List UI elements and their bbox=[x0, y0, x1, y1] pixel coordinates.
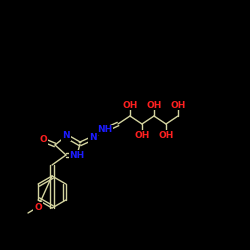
Text: N: N bbox=[89, 134, 97, 142]
Text: O: O bbox=[34, 202, 42, 211]
Text: NH: NH bbox=[70, 150, 84, 160]
Text: OH: OH bbox=[134, 130, 150, 140]
Text: OH: OH bbox=[158, 130, 174, 140]
Text: OH: OH bbox=[146, 100, 162, 110]
Text: OH: OH bbox=[122, 100, 138, 110]
Text: NH: NH bbox=[98, 126, 112, 134]
Text: O: O bbox=[39, 136, 47, 144]
Text: N: N bbox=[62, 132, 70, 140]
Text: OH: OH bbox=[170, 100, 186, 110]
